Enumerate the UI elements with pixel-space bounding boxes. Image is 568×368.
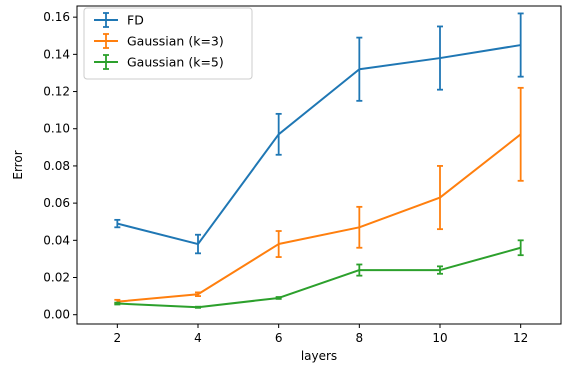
- error-bar: [195, 305, 201, 309]
- error-bar: [275, 112, 282, 156]
- y-tick-label: 0.12: [43, 85, 70, 99]
- series-3: [114, 239, 524, 309]
- y-tick-label: 0.06: [43, 196, 70, 210]
- error-bar: [356, 205, 363, 249]
- legend-label: Gaussian (k=5): [127, 55, 224, 70]
- y-tick-label: 0.10: [43, 122, 70, 136]
- error-bar: [195, 291, 201, 298]
- error-bar: [437, 165, 443, 231]
- plot-area: 0.00 0.02 0.04 0.06 0.08 0.10 0.12 0.14 0.16 2 4 6…: [43, 5, 562, 345]
- error-bar: [517, 86, 524, 182]
- y-axis-label: Error: [11, 150, 25, 179]
- error-bar: [356, 36, 363, 102]
- error-bar: [114, 218, 121, 229]
- legend-entry: Gaussian (k=3): [94, 33, 224, 49]
- error-bar: [275, 296, 282, 300]
- legend-entries: FD Gaussian (k=3) Gaussian (k=5): [94, 12, 224, 70]
- legend-label: Gaussian (k=3): [127, 34, 224, 49]
- x-tick-label: 2: [114, 331, 122, 345]
- series-1: [114, 12, 524, 255]
- error-bar: [517, 12, 524, 78]
- legend-entry: Gaussian (k=5): [94, 54, 224, 70]
- x-tick-label: 8: [356, 331, 364, 345]
- legend: FD Gaussian (k=3) Gaussian (k=5): [83, 7, 253, 80]
- y-axis-ticks: 0.00 0.02 0.04 0.06 0.08 0.10 0.12 0.14 0.16: [43, 10, 77, 322]
- y-tick-label: 0.08: [43, 159, 70, 173]
- axes-frame: [76, 5, 562, 325]
- y-tick-label: 0.02: [43, 271, 70, 285]
- x-axis-label: layers: [301, 349, 337, 363]
- y-tick-label: 0.04: [43, 233, 70, 247]
- y-tick-label: 0.14: [43, 47, 70, 61]
- error-bar: [275, 230, 282, 258]
- x-tick-label: 10: [432, 331, 447, 345]
- series-2: [114, 86, 524, 305]
- y-tick-label: 0.00: [43, 308, 70, 322]
- series-layer: [114, 12, 524, 309]
- legend-label: FD: [127, 13, 144, 28]
- legend-entry: FD: [94, 12, 144, 28]
- error-bar: [356, 263, 363, 277]
- x-axis-ticks: 2 4 6 8 10 12: [114, 324, 528, 345]
- series-line: [117, 133, 522, 303]
- series-line: [117, 246, 521, 309]
- legend-box: [83, 7, 253, 80]
- error-bar: [517, 239, 524, 257]
- error-bar: [195, 233, 201, 255]
- error-bar: [114, 301, 121, 306]
- x-tick-label: 6: [275, 331, 283, 345]
- error-bar: [437, 25, 443, 91]
- x-tick-label: 12: [513, 331, 528, 345]
- x-tick-label: 4: [194, 331, 202, 345]
- y-tick-label: 0.16: [43, 10, 70, 24]
- series-line: [117, 44, 521, 246]
- error-bar: [437, 265, 443, 275]
